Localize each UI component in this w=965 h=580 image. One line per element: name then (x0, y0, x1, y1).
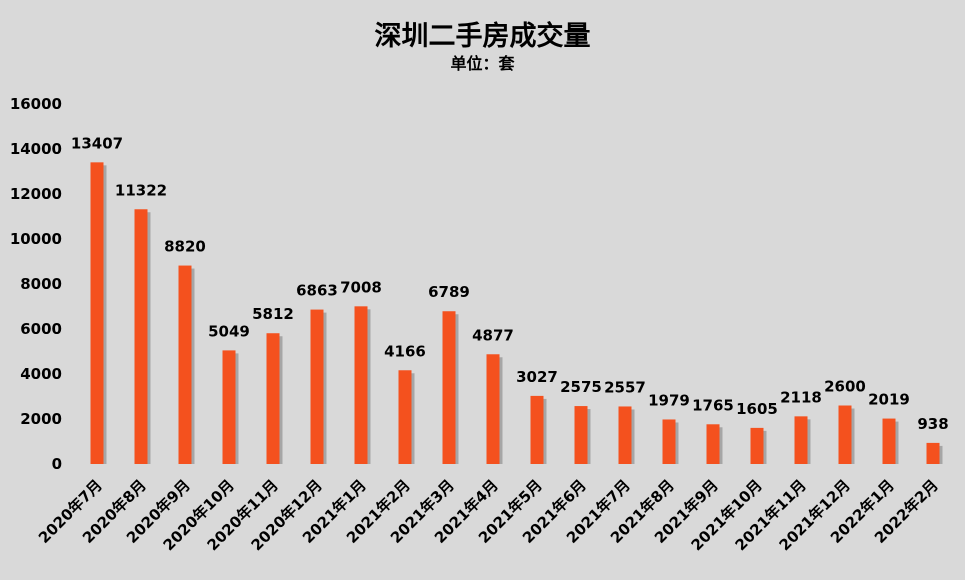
bar (574, 406, 588, 464)
data-label: 7008 (340, 278, 382, 296)
bar (838, 405, 852, 464)
y-tick-label: 4000 (20, 365, 62, 383)
bar (310, 309, 324, 464)
y-axis: 0 2000 4000 6000 8000 10000 12000 14000 16000 (10, 95, 62, 473)
data-label: 2600 (824, 378, 866, 396)
chart-title: 深圳二手房成交量 (374, 21, 591, 52)
bar (178, 265, 192, 464)
x-axis: 2020年7月2020年8月2020年9月2020年10月2020年11月202… (35, 476, 942, 554)
data-label: 2118 (780, 388, 822, 406)
data-label: 2575 (560, 378, 602, 396)
bar (882, 418, 896, 464)
bar (354, 306, 368, 464)
bar (750, 427, 764, 464)
data-label: 2557 (604, 378, 646, 396)
bar (266, 333, 280, 464)
data-label: 5812 (252, 305, 294, 323)
bar (90, 162, 104, 464)
y-tick-label: 2000 (20, 410, 62, 428)
data-label: 6863 (296, 282, 338, 300)
bar (442, 311, 456, 464)
data-label: 4877 (472, 326, 514, 344)
data-label: 13407 (71, 134, 123, 152)
bar (134, 209, 148, 464)
y-tick-label: 14000 (10, 140, 62, 158)
data-label: 1765 (692, 396, 734, 414)
bar (398, 370, 412, 464)
bar (618, 406, 632, 464)
data-label: 4166 (384, 342, 426, 360)
bar (530, 395, 544, 464)
bar (662, 419, 676, 464)
bar (222, 350, 236, 464)
data-label: 2019 (868, 391, 910, 409)
data-label: 6789 (428, 283, 470, 301)
y-tick-label: 10000 (10, 230, 62, 248)
data-label: 8820 (164, 238, 206, 256)
y-tick-label: 8000 (20, 275, 62, 293)
y-tick-label: 12000 (10, 185, 62, 203)
data-label: 1605 (736, 400, 778, 418)
bar (706, 424, 720, 464)
data-label: 1979 (648, 391, 690, 409)
data-label: 938 (917, 415, 948, 433)
bars-group (90, 162, 943, 464)
data-label: 3027 (516, 368, 558, 386)
bar (926, 442, 940, 464)
chart-subtitle: 单位：套 (450, 54, 515, 73)
bar (486, 354, 500, 464)
y-tick-label: 0 (52, 455, 62, 473)
data-label: 5049 (208, 322, 250, 340)
y-tick-label: 6000 (20, 320, 62, 338)
y-tick-label: 16000 (10, 95, 62, 113)
data-label: 11322 (115, 181, 167, 199)
bar (794, 416, 808, 464)
